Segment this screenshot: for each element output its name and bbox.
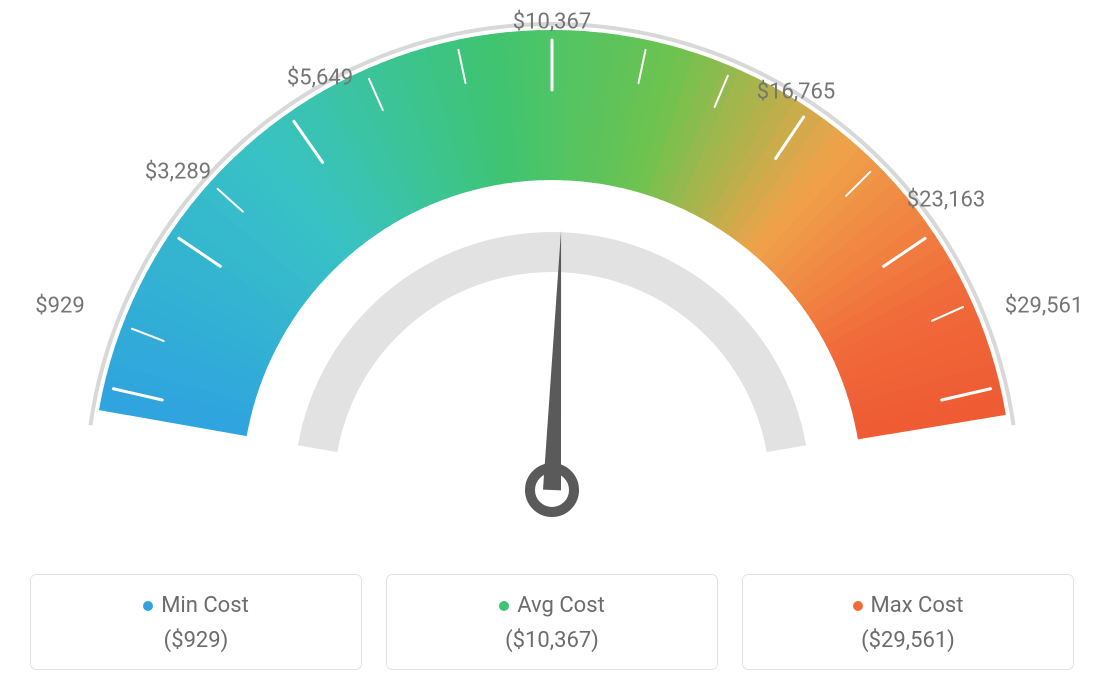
gauge-scale-label: $29,561 [1005, 294, 1084, 319]
legend-label-avg: Avg Cost [517, 593, 605, 618]
legend-row: Min Cost ($929) Avg Cost ($10,367) Max C… [30, 574, 1074, 670]
legend-title-min: Min Cost [143, 593, 249, 618]
legend-dot-min [143, 601, 153, 611]
legend-card-min: Min Cost ($929) [30, 574, 362, 670]
legend-card-max: Max Cost ($29,561) [742, 574, 1074, 670]
legend-label-min: Min Cost [161, 593, 249, 618]
gauge-scale-label: $3,289 [145, 160, 211, 185]
gauge-scale-label: $929 [35, 294, 84, 319]
legend-value-min: ($929) [164, 628, 229, 653]
legend-card-avg: Avg Cost ($10,367) [386, 574, 718, 670]
gauge-svg [0, 0, 1104, 560]
legend-dot-avg [499, 601, 509, 611]
legend-label-max: Max Cost [871, 593, 964, 618]
legend-dot-max [853, 601, 863, 611]
legend-title-max: Max Cost [853, 593, 964, 618]
gauge-scale-label: $16,765 [757, 80, 836, 105]
legend-title-avg: Avg Cost [499, 593, 605, 618]
gauge-scale-label: $5,649 [287, 66, 353, 91]
legend-value-avg: ($10,367) [505, 628, 599, 653]
gauge-scale-label: $10,367 [513, 10, 592, 35]
gauge-chart: $929 $3,289 $5,649 $10,367 $16,765 $23,163 $29… [0, 0, 1104, 560]
legend-value-max: ($29,561) [861, 628, 955, 653]
gauge-scale-label: $23,163 [907, 188, 986, 213]
